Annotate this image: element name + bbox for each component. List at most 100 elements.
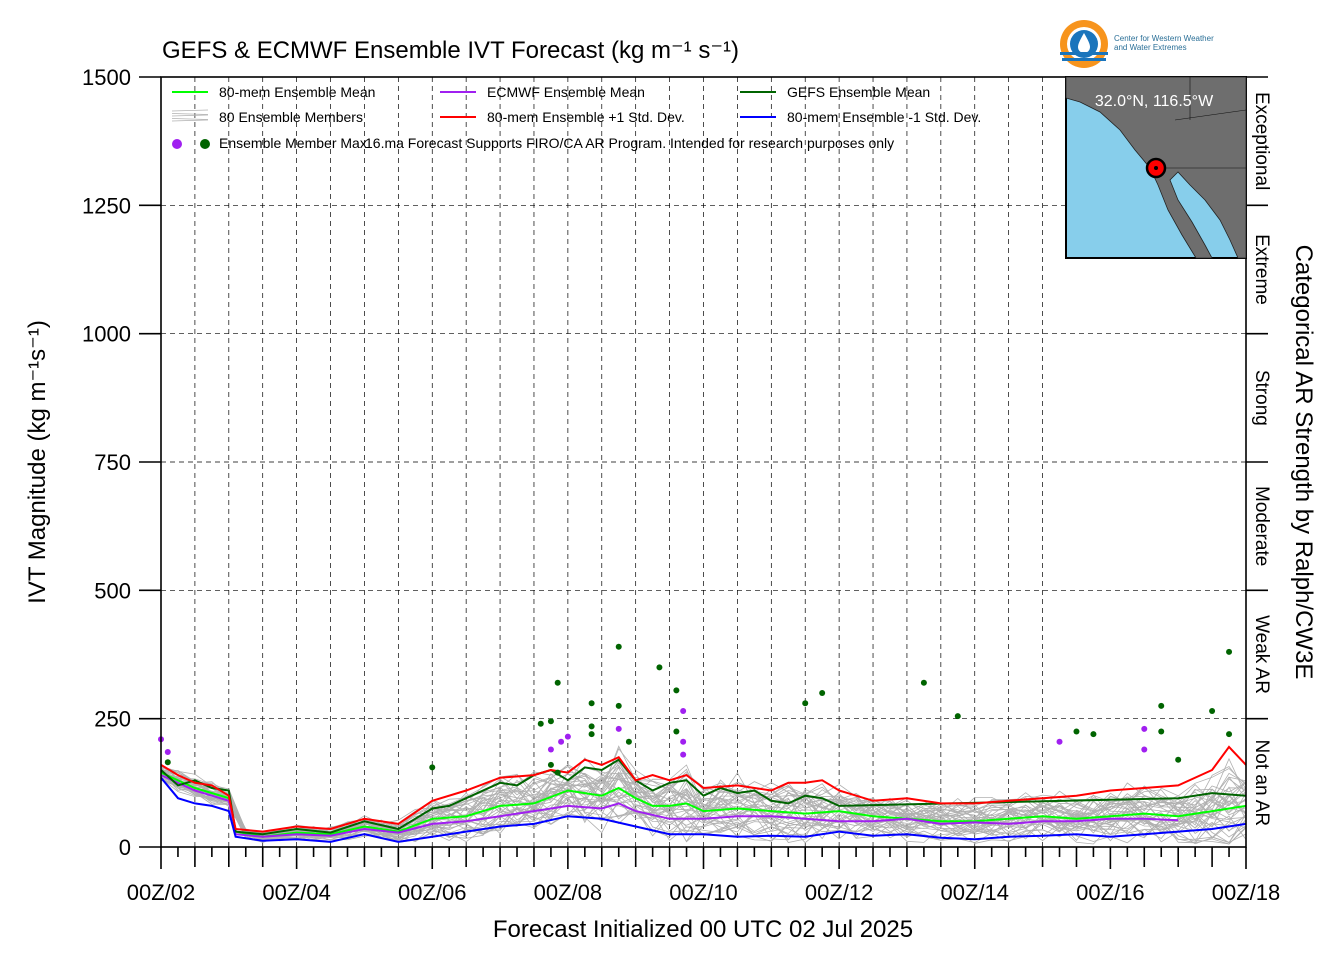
y-axis: 0 250 500 750 1000 1250 1500 [82,65,161,860]
ecmwf-max-point [1056,738,1063,745]
y-tick-label: 1250 [82,193,131,218]
ecmwf-max-point [680,751,687,758]
legend-swatch [171,113,209,115]
grid [161,77,1246,847]
location-label: 32.0°N, 116.5°W [1095,93,1214,110]
x-tick-label: 00Z/10 [669,880,738,905]
legend-label: ECMWF Ensemble Mean [487,84,645,100]
x-tick-label: 00Z/04 [262,880,331,905]
series-line [160,774,1179,838]
ecmwf-max-point [558,738,565,745]
gefs-max-point [554,769,561,776]
legend-label: 80-mem Ensemble Mean [219,84,375,100]
legend-max-label: Ensemble Member Max [219,135,367,151]
ensemble-member-line [160,779,1247,844]
ecmwf-max-point [680,707,687,714]
x-tick-label: 00Z/14 [941,880,1010,905]
series-line [160,758,1247,836]
location-map: 32.0°N, 116.5°W [1065,76,1247,259]
gefs-max-point [547,718,554,725]
ecmwf-max-point [615,725,622,732]
x-tick-label: 00Z/02 [127,880,196,905]
y-tick-label: 500 [94,578,131,603]
legend-ecmwf-max-dot [172,139,182,149]
gefs-max-point [615,702,622,709]
category-label: Extreme [1251,234,1272,305]
right-axis-label: Categorical AR Strength by Ralph/CW3E [1290,245,1317,680]
x-tick-label: 00Z/18 [1212,880,1281,905]
ensemble-member-line [160,757,1247,833]
ecmwf-max-point [680,738,687,745]
ensemble-member-line [160,777,1247,844]
chart-title: GEFS & ECMWF Ensemble IVT Forecast (kg m… [162,37,739,64]
y-tick-label: 750 [94,450,131,475]
legend-swatch [171,119,209,122]
cw3e-logo: Center for Western Weather and Water Ext… [1058,18,1248,74]
ecmwf-max-point [547,746,554,753]
series-lines [160,745,1247,843]
legend-label: 80 Ensemble Members [219,109,363,125]
gefs-max-point [588,700,595,707]
ecmwf-max-point [564,733,571,740]
category-label: Moderate [1251,486,1272,566]
gefs-max-point [1226,731,1233,738]
gefs-max-point [819,690,826,696]
y-tick-label: 1000 [82,322,131,347]
ecmwf-max-point [164,749,171,756]
gefs-max-point [537,720,544,727]
category-label: Not an AR [1251,740,1272,827]
series-line [160,771,1247,838]
gefs-max-point [954,713,961,720]
ecmwf-max-point [1141,725,1148,732]
legend-swatch [171,118,209,120]
gefs-max-point [1226,648,1233,655]
member-max-points [158,643,1233,776]
x-tick-label: 00Z/06 [398,880,467,905]
gefs-max-point [1175,756,1182,763]
series-line [160,777,1247,843]
legend-label: 80-mem Ensemble +1 Std. Dev. [487,109,685,125]
gefs-max-point [656,664,663,671]
y-axis-label: IVT Magnitude (kg m⁻¹s⁻¹) [24,320,51,604]
gefs-max-point [164,759,171,766]
gefs-max-point [429,764,436,771]
series-line [160,745,1247,833]
x-tick-label: 00Z/12 [805,880,874,905]
category-axis: Not an AR Weak AR Moderate Strong Extreme Exc… [1246,76,1272,827]
gefs-max-point [1158,728,1165,735]
legend-swatch [171,114,209,117]
y-tick-label: 0 [119,835,131,860]
y-tick-label: 1500 [82,65,131,90]
gefs-max-point [920,679,927,686]
gefs-max-point [673,687,680,694]
gefs-max-point [673,728,680,735]
gefs-max-point [588,723,595,730]
legend-label: 80-mem Ensemble -1 Std. Dev. [787,109,981,125]
x-tick-label: 00Z/16 [1076,880,1145,905]
category-label: Weak AR [1251,615,1272,694]
legend-label: GEFS Ensemble Mean [787,84,930,100]
y-tick-label: 250 [94,707,131,732]
water-drop-icon [1060,20,1108,68]
legend-swatch [171,109,209,112]
gefs-max-point [625,738,632,745]
gefs-max-point [1158,702,1165,709]
category-label: Exceptional [1251,92,1272,190]
gefs-max-point [1073,728,1080,735]
legend-note: 16.ma Forecast Supports FIRO/CA AR Progr… [365,135,894,151]
logo-line-1: Center for Western Weather [1114,34,1214,43]
gefs-max-point [615,643,622,650]
legend: 80-mem Ensemble Mean ECMWF Ensemble Mean G… [171,84,981,151]
ecmwf-max-point [1141,746,1148,753]
gefs-max-point [1090,731,1097,738]
logo-line-2: and Water Extremes [1114,43,1187,52]
x-axis-label: Forecast Initialized 00 UTC 02 Jul 2025 [493,916,913,943]
category-label: Strong [1251,370,1272,426]
gefs-max-point [547,761,554,768]
gefs-max-point [1209,707,1216,714]
x-tick-label: 00Z/08 [534,880,603,905]
gefs-max-point [588,731,595,738]
gefs-max-point [802,700,809,707]
gefs-max-point [554,679,561,686]
